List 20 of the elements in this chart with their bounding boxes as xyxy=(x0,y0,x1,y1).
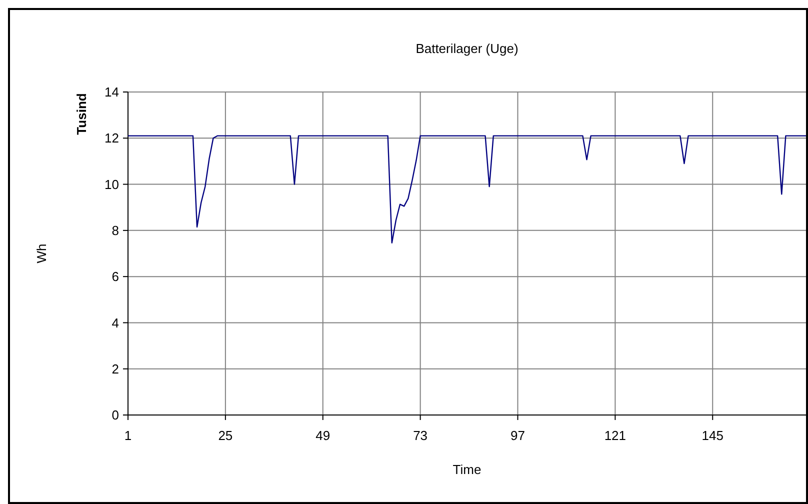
x-axis-title: Time xyxy=(452,462,482,477)
y-tick-label: 8 xyxy=(112,222,119,238)
x-tick-label: 1 xyxy=(124,428,132,443)
line-series xyxy=(127,135,807,244)
y-tick-label: 2 xyxy=(112,361,119,376)
y-tick-label: 0 xyxy=(112,408,119,423)
y-tick-label: 10 xyxy=(104,176,119,192)
chart-title: Batterilager (Uge) xyxy=(416,41,518,56)
y-tick-label: 14 xyxy=(104,84,119,100)
y-tick-label: 12 xyxy=(104,130,119,146)
x-tick-label: 49 xyxy=(316,428,330,443)
x-tick-label: 73 xyxy=(413,428,428,443)
x-tick-label: 121 xyxy=(604,428,626,443)
x-tick-label: 25 xyxy=(218,428,233,443)
x-tick-label: 97 xyxy=(510,428,525,443)
y-tick-label: 4 xyxy=(112,315,119,330)
text: Tusind xyxy=(74,93,89,135)
y-tick-label: 6 xyxy=(112,269,119,284)
x-tick-label: 145 xyxy=(702,428,724,443)
y-axis-title: Wh xyxy=(34,244,49,264)
